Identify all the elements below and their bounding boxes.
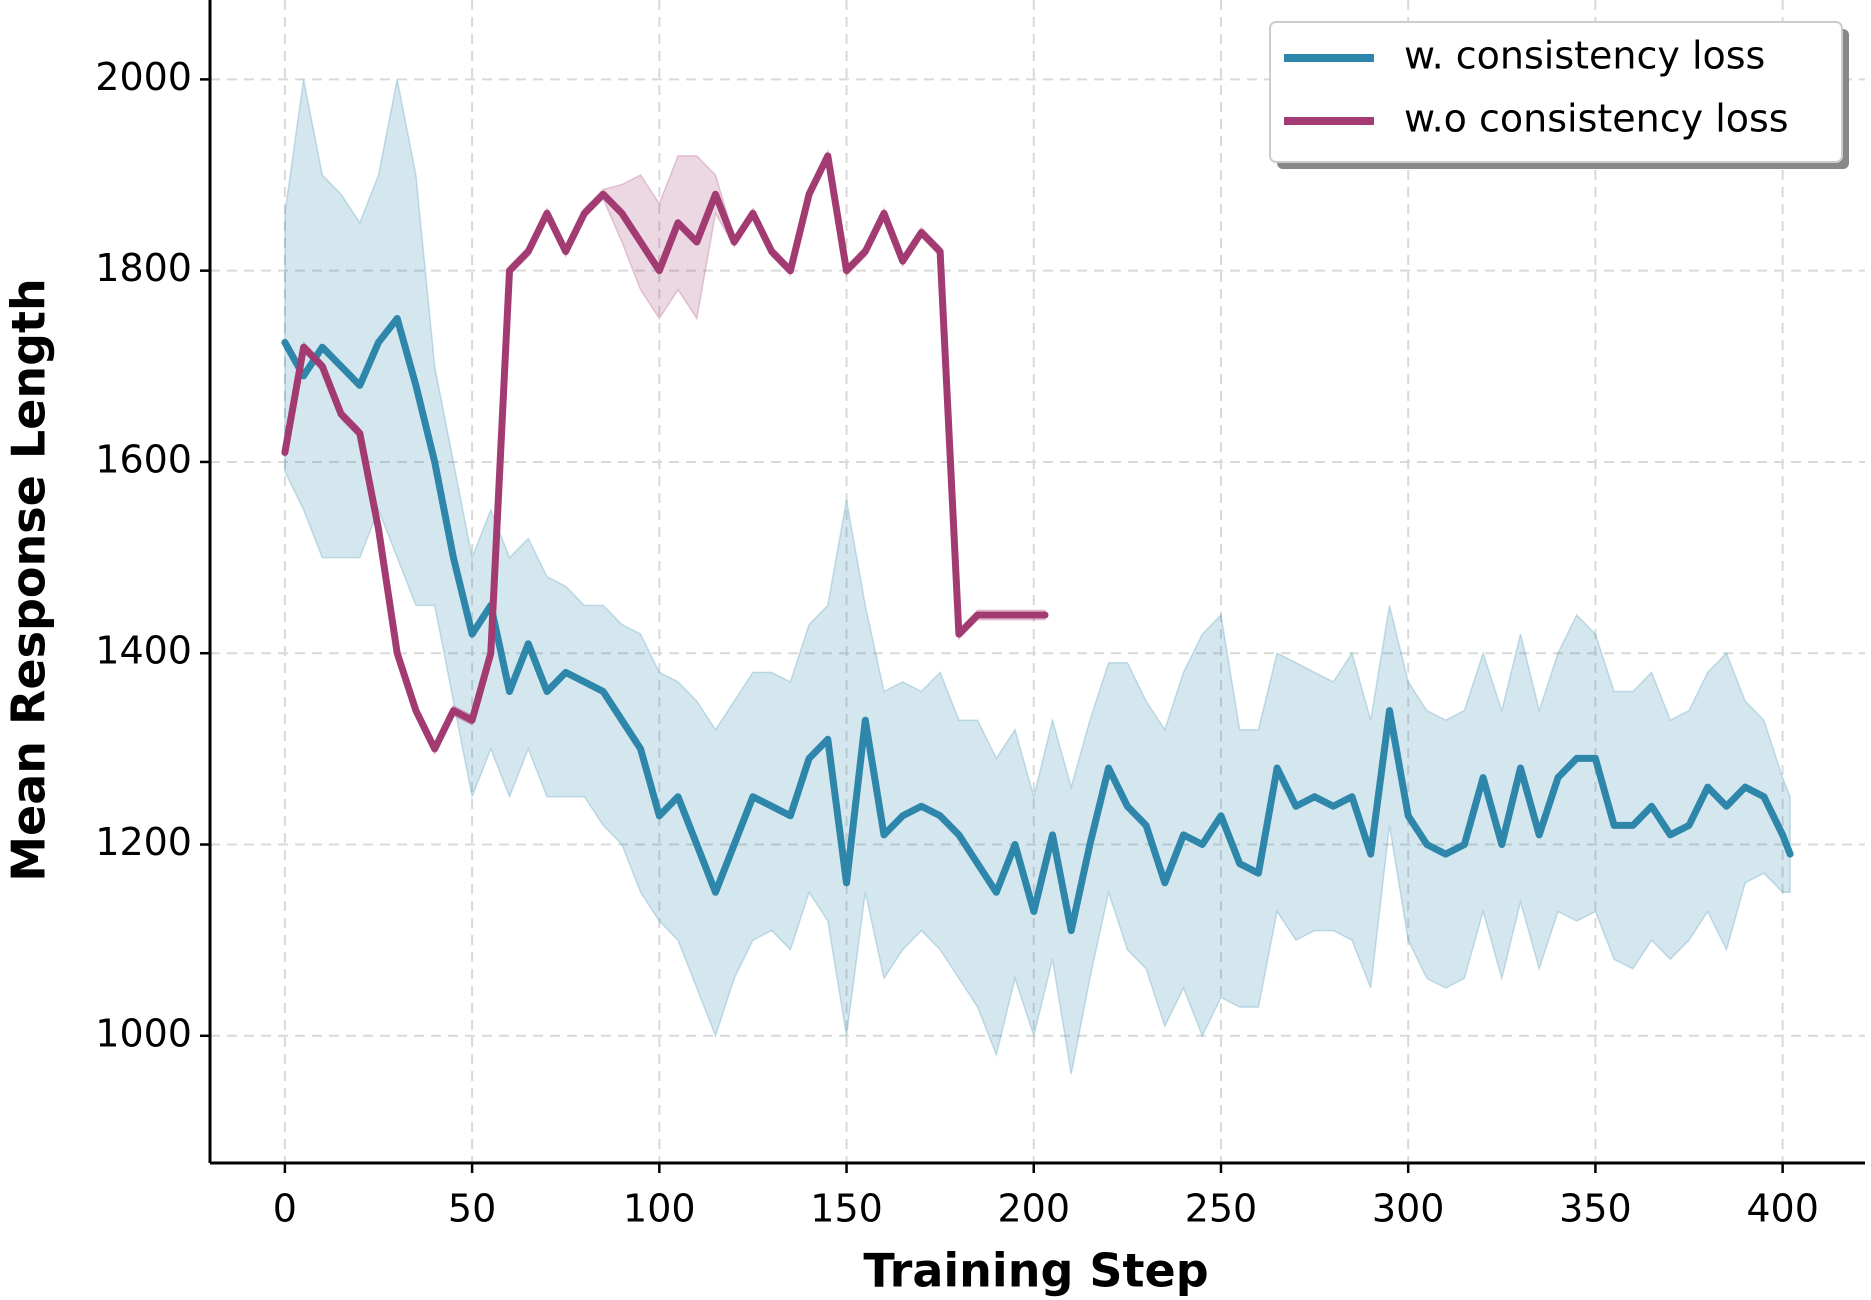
x-tick-label: 350 — [1559, 1187, 1632, 1231]
y-tick-label: 1000 — [95, 1011, 192, 1055]
x-tick-label: 250 — [1185, 1187, 1258, 1231]
legend-box — [1269, 21, 1843, 163]
x-tick-label: 150 — [810, 1187, 883, 1231]
x-tick-label: 0 — [273, 1187, 297, 1231]
series-line — [281, 152, 1049, 753]
y-tick-label: 1800 — [95, 246, 192, 290]
std-band — [284, 79, 1791, 1075]
legend-label: w. consistency loss — [1404, 34, 1765, 78]
y-tick-label: 1200 — [95, 820, 192, 864]
x-tick-label: 100 — [623, 1187, 696, 1231]
x-tick-label: 400 — [1746, 1187, 1819, 1231]
legend-label: w.o consistency loss — [1404, 97, 1789, 141]
x-tick-label: 50 — [448, 1187, 496, 1231]
y-tick-label: 2000 — [95, 55, 192, 99]
x-tick-label: 200 — [997, 1187, 1070, 1231]
y-tick-label: 1400 — [95, 629, 192, 673]
y-axis-title: Mean Response Length — [2, 278, 56, 882]
legend: w. consistency loss w.o consistency loss — [1269, 21, 1849, 169]
x-axis-title: Training Step — [863, 1244, 1208, 1298]
x-tick-label: 300 — [1372, 1187, 1445, 1231]
series-line — [281, 315, 1794, 935]
y-tick-label: 1600 — [95, 437, 192, 481]
